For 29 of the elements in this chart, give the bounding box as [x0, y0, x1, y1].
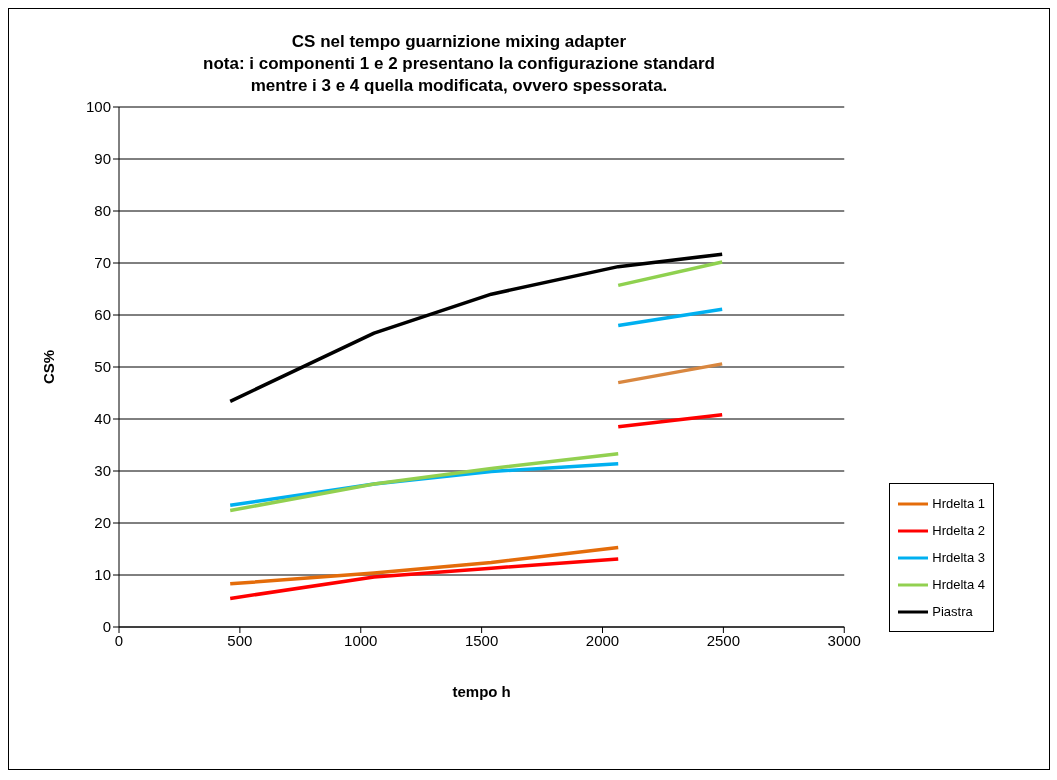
- y-tick-label: 30: [94, 462, 111, 480]
- y-tick-label: 70: [94, 254, 111, 272]
- x-axis-title: tempo h: [452, 683, 511, 700]
- x-tick-label: 1000: [344, 631, 378, 649]
- y-tick-label: 20: [94, 514, 111, 532]
- x-tick-label: 3000: [827, 631, 861, 649]
- legend-label: Hrdelta 3: [932, 550, 985, 565]
- y-tick-label: 80: [94, 202, 111, 220]
- chart-title: CS nel tempo guarnizione mixing adapter nota: i componenti 1 e 2 presentano la configurazione standard mentre i 3 e 4 quella modificata, ovvero spessorata.: [202, 31, 716, 97]
- x-tick-label: 500: [227, 631, 253, 649]
- line-series: [228, 452, 620, 513]
- x-tick-label: 1500: [464, 631, 499, 649]
- legend-label: Hrdelta 2: [932, 523, 985, 538]
- line-series: [228, 545, 620, 586]
- line-series: [228, 557, 620, 601]
- x-tick-label: 2500: [706, 631, 741, 649]
- y-tick-label: 90: [94, 150, 111, 168]
- legend-label: Hrdelta 4: [932, 577, 985, 592]
- legend-label: Hrdelta 1: [932, 496, 985, 511]
- y-tick-label: 10: [94, 566, 111, 584]
- x-tick-label: 0: [114, 631, 124, 649]
- y-axis-title: CS%: [40, 349, 58, 385]
- y-tick-label: 50: [94, 358, 111, 376]
- y-tick-label: 100: [85, 98, 111, 116]
- y-tick-label: 40: [94, 410, 111, 428]
- y-tick-label: 0: [102, 618, 111, 636]
- legend-label: Piastra: [932, 604, 973, 619]
- y-tick-label: 60: [94, 306, 111, 324]
- x-tick-label: 2000: [585, 631, 620, 649]
